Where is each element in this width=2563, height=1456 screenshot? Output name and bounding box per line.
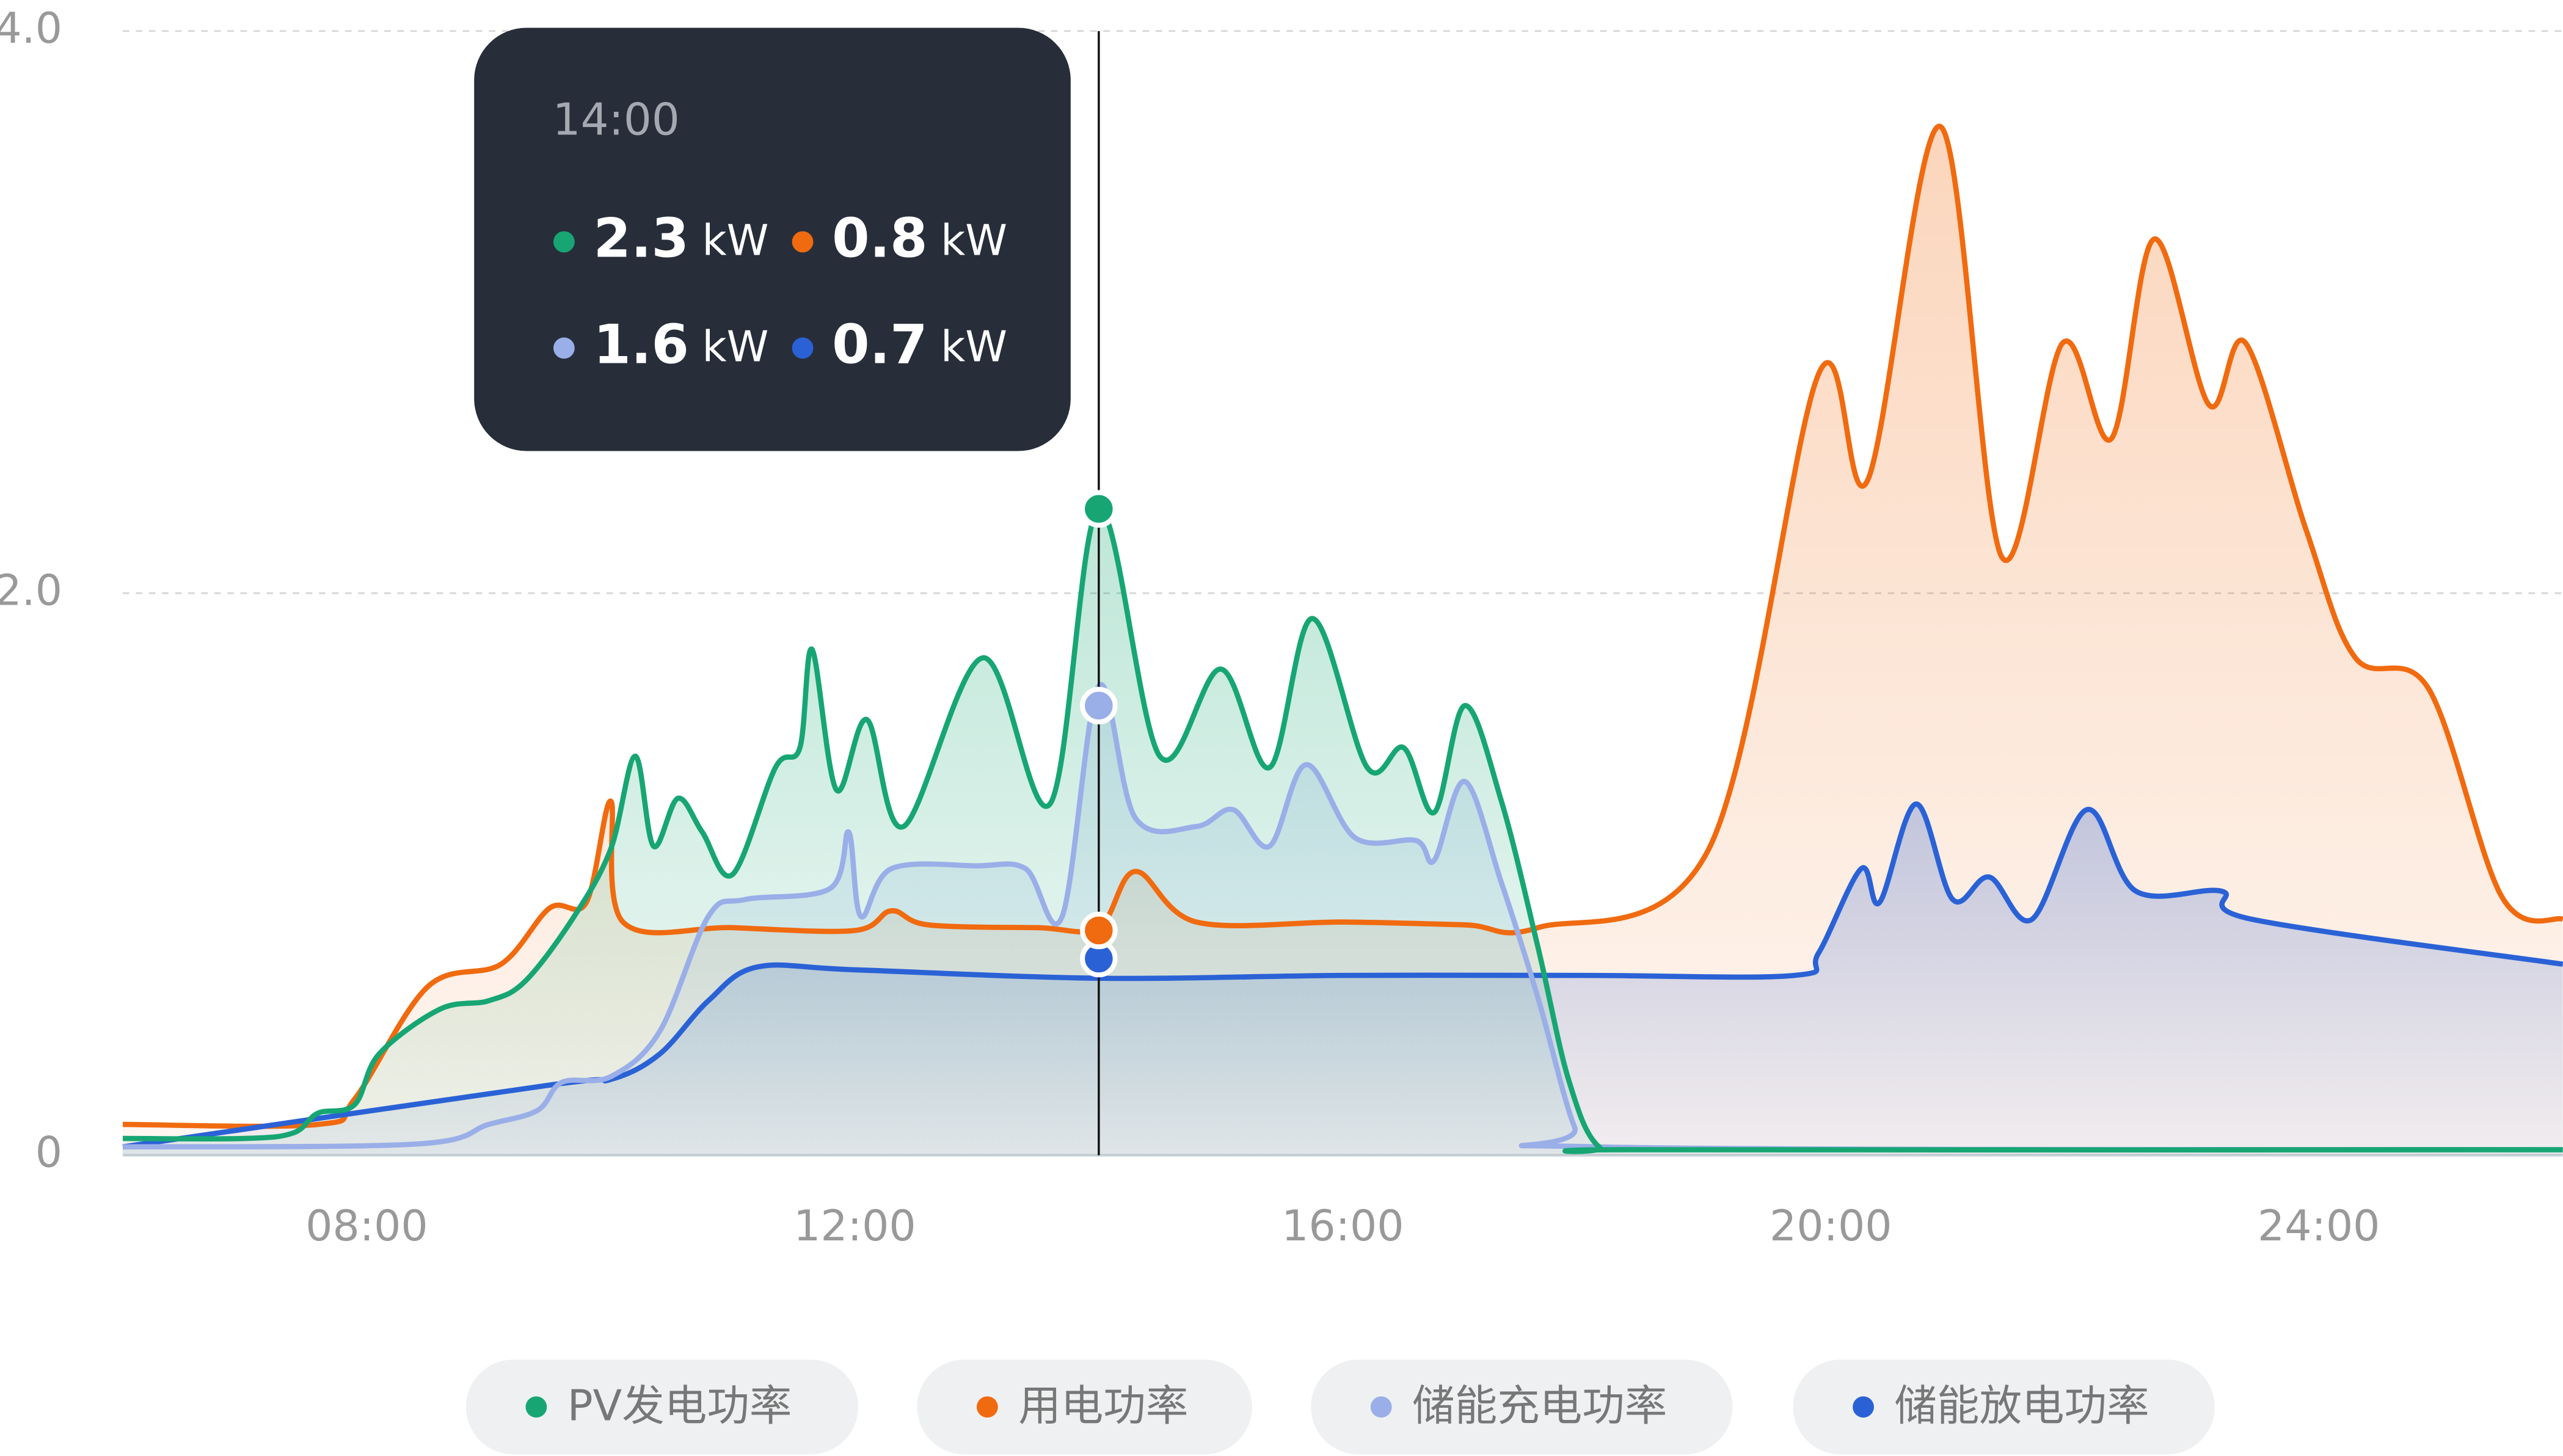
tooltip-dot [553, 337, 575, 359]
legend-item[interactable]: 储能放电功率 [1793, 1360, 2215, 1455]
legend-pill[interactable] [917, 1360, 1252, 1455]
y-tick-label: 4.0 [0, 4, 62, 53]
tooltip-marker [1080, 490, 1118, 528]
legend-pill[interactable] [1793, 1360, 2215, 1455]
legend-label[interactable]: 用电功率 [1018, 1381, 1188, 1430]
legend-label[interactable]: 储能放电功率 [1894, 1381, 2149, 1430]
legend-pill[interactable] [1311, 1360, 1733, 1455]
tooltip-value: 2.3 [594, 206, 689, 269]
tooltip-dot [792, 231, 814, 253]
x-tick-label: 12:00 [793, 1201, 916, 1251]
legend-label[interactable]: PV发电功率 [567, 1381, 792, 1430]
plot [122, 123, 2563, 1156]
legend-dot [976, 1396, 998, 1418]
x-tick-label: 20:00 [1770, 1201, 1892, 1251]
tooltip-marker [1080, 686, 1118, 725]
tooltip: 14:00 2.3 kW 0.8 kW 1.6 kW 0.7 kW [474, 27, 1071, 451]
x-tick-label: 24:00 [2258, 1201, 2380, 1251]
tooltip-unit: kW [941, 322, 1007, 372]
tooltip-dot [792, 337, 814, 359]
y-tick-label: 2.0 [0, 566, 62, 615]
series-area [122, 508, 2563, 1156]
x-tick-label: 08:00 [305, 1201, 428, 1251]
series-line [122, 682, 2563, 1152]
tooltip-value: 1.6 [594, 313, 689, 376]
legend-dot [1370, 1396, 1392, 1418]
tooltip-value: 0.7 [832, 313, 927, 376]
tooltip-unit: kW [702, 216, 768, 266]
legend-dot [1853, 1396, 1874, 1418]
tooltip-dot [553, 231, 575, 253]
tooltip-value: 0.8 [832, 206, 927, 269]
legend-item[interactable]: PV发电功率 [465, 1360, 859, 1455]
series-line [122, 123, 2563, 1129]
legend-label[interactable]: 储能充电功率 [1412, 1381, 1667, 1430]
legend-dot [525, 1396, 547, 1418]
legend-item[interactable]: 用电功率 [917, 1360, 1252, 1455]
legend-pill[interactable] [465, 1360, 859, 1455]
tooltip-unit: kW [941, 216, 1007, 266]
series-line [122, 801, 2563, 1150]
tooltip-marker [1080, 911, 1118, 950]
tooltip-unit: kW [702, 322, 768, 372]
tooltip-title: 14:00 [553, 95, 680, 146]
tooltip-box [474, 27, 1071, 451]
lines [122, 123, 2563, 1154]
x-tick-label: 16:00 [1282, 1201, 1404, 1251]
series-line [122, 506, 2563, 1154]
y-tick-label: 0 [35, 1128, 62, 1178]
legend-item[interactable]: 储能充电功率 [1311, 1360, 1733, 1455]
